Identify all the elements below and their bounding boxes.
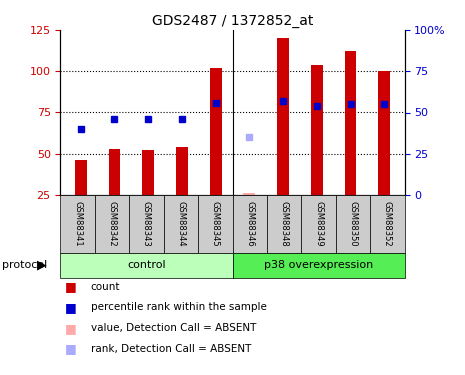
Text: ▶: ▶ — [37, 259, 47, 272]
Bar — [142, 150, 154, 236]
Text: ■: ■ — [65, 280, 77, 293]
Title: GDS2487 / 1372852_at: GDS2487 / 1372852_at — [152, 13, 313, 28]
Text: GSM88343: GSM88343 — [142, 201, 151, 247]
Text: GSM88341: GSM88341 — [73, 201, 82, 247]
Text: protocol: protocol — [2, 260, 47, 270]
Text: GSM88352: GSM88352 — [383, 201, 392, 247]
Text: rank, Detection Call = ABSENT: rank, Detection Call = ABSENT — [91, 344, 251, 354]
Text: GSM88349: GSM88349 — [314, 201, 323, 247]
Text: count: count — [91, 282, 120, 292]
Bar — [108, 149, 120, 236]
Text: control: control — [127, 260, 166, 270]
Text: ■: ■ — [65, 301, 77, 314]
Text: GSM88346: GSM88346 — [245, 201, 254, 247]
Bar — [210, 68, 221, 236]
Text: GSM88345: GSM88345 — [211, 201, 220, 247]
Text: ■: ■ — [65, 342, 77, 355]
Bar — [311, 64, 323, 236]
Text: GSM88342: GSM88342 — [107, 201, 117, 247]
Bar — [244, 194, 255, 236]
Text: GSM88348: GSM88348 — [279, 201, 289, 247]
Bar — [75, 160, 86, 236]
Bar — [176, 147, 188, 236]
Text: p38 overexpression: p38 overexpression — [264, 260, 373, 270]
Text: value, Detection Call = ABSENT: value, Detection Call = ABSENT — [91, 323, 256, 333]
Text: GSM88350: GSM88350 — [348, 201, 358, 247]
Bar — [345, 51, 357, 236]
Text: ■: ■ — [65, 322, 77, 334]
Text: GSM88344: GSM88344 — [176, 201, 186, 247]
Bar — [277, 38, 289, 236]
Text: percentile rank within the sample: percentile rank within the sample — [91, 303, 266, 312]
Bar — [379, 71, 390, 236]
